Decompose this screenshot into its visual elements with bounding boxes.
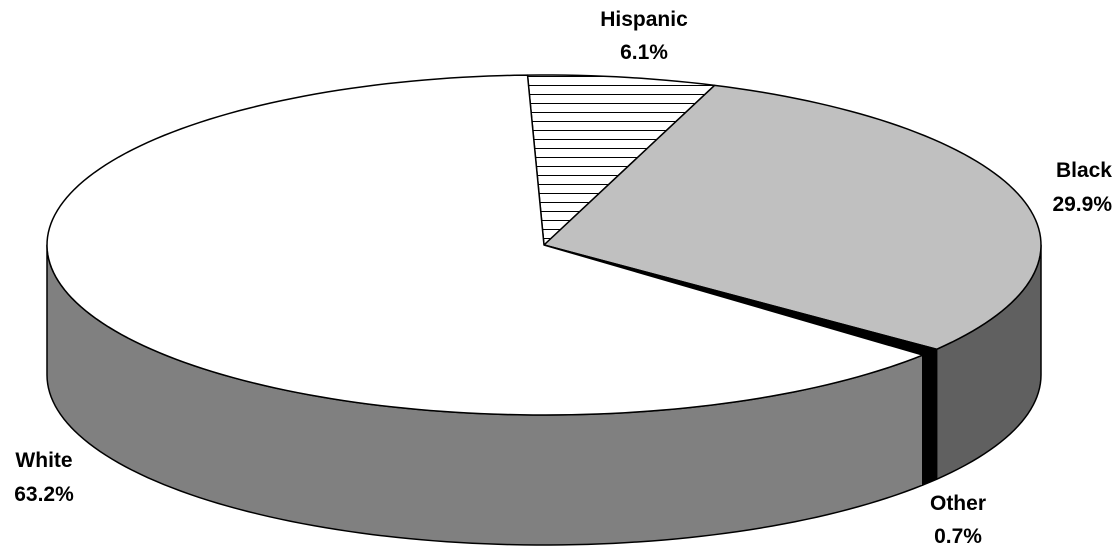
pie-top-layer [46, 74, 1042, 416]
slice-hispanic [526, 74, 716, 246]
label-hispanic-value: 6.1% [620, 41, 668, 64]
label-white: White 63.2% [14, 449, 74, 506]
slice-other-side [922, 348, 938, 486]
slice-black [543, 84, 1042, 351]
label-hispanic: Hispanic 6.1% [600, 8, 688, 64]
label-other-name: Other [930, 492, 986, 515]
pie-side-layer [46, 244, 1042, 546]
label-white-value: 63.2% [14, 483, 74, 506]
label-other: Other 0.7% [930, 492, 986, 546]
slice-white [46, 74, 924, 416]
label-hispanic-name: Hispanic [600, 8, 688, 31]
label-black: Black 29.9% [1052, 159, 1112, 216]
label-black-value: 29.9% [1052, 193, 1112, 216]
label-white-name: White [15, 449, 72, 472]
label-other-value: 0.7% [934, 525, 982, 546]
label-black-name: Black [1056, 159, 1112, 182]
